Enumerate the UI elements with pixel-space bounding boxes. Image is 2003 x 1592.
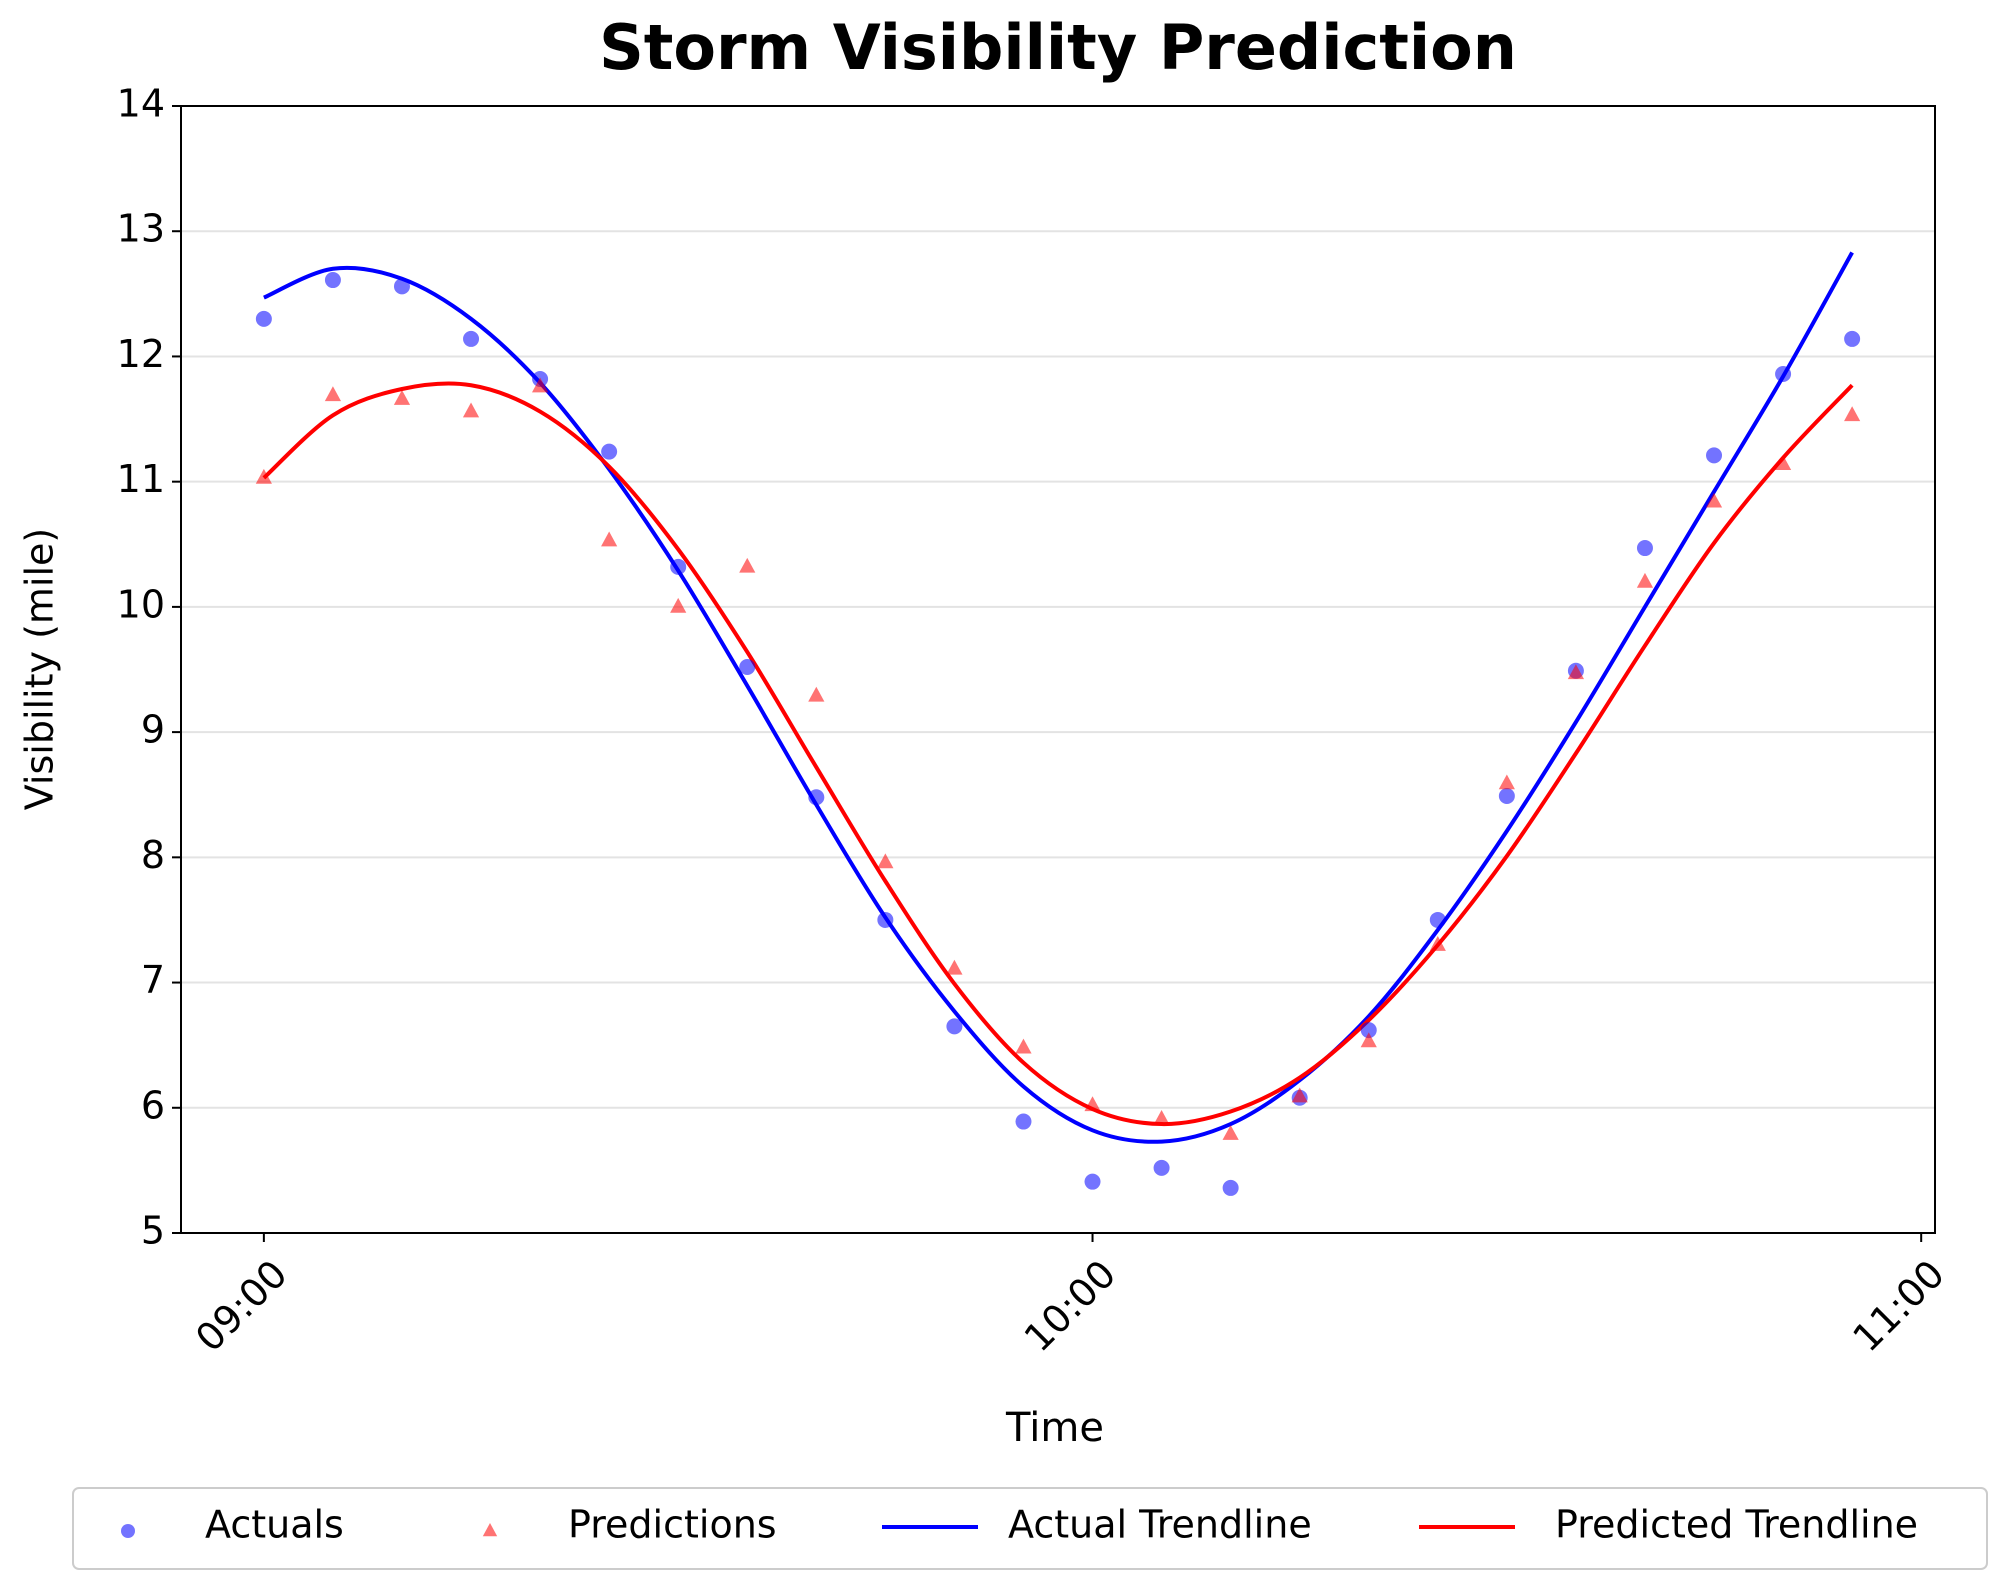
data-point	[1706, 447, 1723, 464]
y-tick-label: 6	[141, 1083, 165, 1127]
legend-label: Predicted Trendline	[1555, 1503, 1918, 1547]
data-point	[255, 468, 272, 484]
chart-title: Storm Visibility Prediction	[599, 11, 1517, 84]
data-point	[1015, 1113, 1032, 1130]
legend-marker	[482, 1523, 498, 1537]
data-point	[1015, 1038, 1032, 1054]
data-point	[670, 558, 687, 575]
y-tick-label: 7	[141, 958, 165, 1002]
data-point	[946, 959, 963, 975]
data-point	[1222, 1125, 1239, 1140]
legend-marker	[121, 1524, 135, 1538]
legend-label: Actuals	[205, 1503, 344, 1547]
data-point	[1360, 1032, 1377, 1048]
data-point	[601, 443, 618, 460]
trend-line	[263, 251, 1854, 1144]
data-point	[1775, 365, 1792, 382]
data-point	[255, 310, 272, 327]
data-point	[946, 1018, 963, 1035]
data-point	[1636, 572, 1654, 588]
y-tick-label: 8	[141, 833, 165, 877]
data-point	[1774, 455, 1792, 470]
data-point	[393, 390, 411, 405]
legend: Actuals Predictions Actual Trendline Predic…	[72, 1487, 1988, 1570]
legend-label: Actual Trendline	[1008, 1503, 1312, 1547]
data-point	[1084, 1096, 1101, 1112]
y-tick-label: 14	[117, 82, 165, 126]
trend-line	[262, 381, 1854, 1127]
data-point	[463, 330, 480, 347]
data-point	[1498, 774, 1515, 790]
data-point	[1429, 935, 1446, 951]
data-point	[462, 402, 480, 418]
data-point	[808, 686, 825, 702]
y-tick-label: 5	[141, 1209, 165, 1253]
data-point	[1705, 492, 1723, 508]
data-point	[1153, 1110, 1170, 1125]
data-point	[1636, 540, 1653, 557]
x-axis-label: Time	[1005, 1405, 1104, 1451]
y-tick-label: 11	[117, 457, 165, 501]
y-axis-label: Visibility (mile)	[18, 528, 62, 811]
y-tick-label: 9	[141, 708, 165, 752]
data-point	[1084, 1173, 1101, 1190]
data-point	[1567, 664, 1585, 680]
data-point	[393, 278, 410, 295]
data-point	[1498, 787, 1515, 804]
plot-frame	[180, 105, 1936, 1234]
data-point	[1844, 406, 1861, 422]
y-tick-label: 10	[117, 582, 165, 626]
y-tick-label: 12	[117, 332, 165, 376]
data-point	[739, 658, 756, 675]
x-tick-label: 10:00	[1016, 1252, 1125, 1361]
data-point	[531, 377, 549, 393]
data-point	[601, 531, 618, 547]
x-tick-label: 09:00	[187, 1252, 296, 1361]
y-tick-label: 13	[117, 207, 165, 251]
data-point	[739, 557, 756, 573]
legend-box	[72, 1487, 1988, 1570]
data-point	[670, 597, 687, 613]
data-point	[877, 911, 894, 928]
data-point	[1429, 911, 1446, 928]
data-point	[877, 853, 894, 869]
data-point	[324, 386, 342, 402]
data-point	[1153, 1159, 1170, 1176]
data-point	[1222, 1179, 1239, 1196]
data-point	[1844, 330, 1861, 347]
legend-label: Predictions	[568, 1503, 777, 1547]
data-point	[1291, 1087, 1308, 1103]
x-tick-label: 11:00	[1844, 1252, 1953, 1361]
data-point	[1360, 1022, 1377, 1039]
data-point	[808, 789, 825, 806]
data-point	[324, 272, 341, 289]
